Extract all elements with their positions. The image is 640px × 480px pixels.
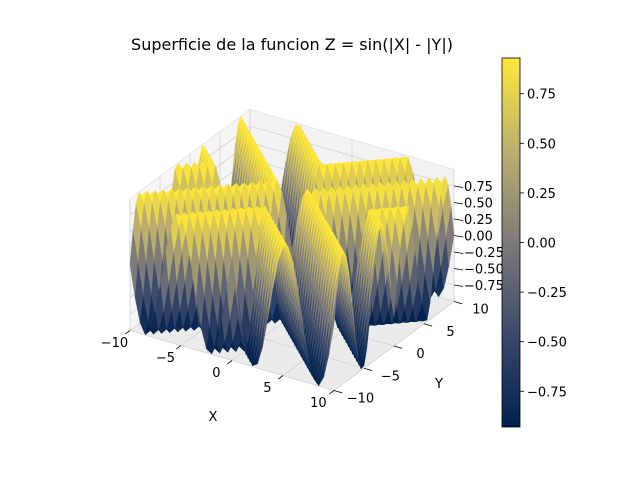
z-tick-mark (453, 235, 464, 238)
colorbar-gradient (501, 57, 521, 428)
colorbar-tick-label: 0.50 (527, 137, 556, 152)
y-tick-mark (393, 345, 403, 349)
y-tick-mark (363, 367, 373, 372)
x-tick-mark (226, 360, 233, 365)
z-tick-label: 0.75 (464, 180, 493, 195)
z-tick-mark (453, 202, 464, 205)
colorbar-tick-label: 0.25 (527, 187, 556, 202)
z-tick-label: −0.25 (464, 246, 504, 261)
surface-plot (129, 115, 455, 387)
z-tick-label: 0.25 (464, 213, 493, 228)
z-tick-mark (453, 185, 464, 188)
colorbar-tick-label: −0.25 (527, 286, 567, 301)
x-tick-mark (277, 375, 284, 380)
x-axis-label: X (209, 410, 218, 425)
colorbar-tick-label: 0.75 (527, 88, 556, 103)
x-axis-ticks: −10 −5 0 5 10 (101, 330, 335, 411)
z-tick-mark (453, 251, 464, 254)
x-tick-label: 0 (212, 366, 220, 381)
colorbar-tick-label: −0.75 (527, 385, 567, 400)
y-tick-label: 5 (446, 325, 454, 340)
x-tick-mark (124, 330, 131, 335)
surface-facet (328, 290, 338, 355)
z-tick-label: −0.50 (464, 263, 504, 278)
x-tick-mark (328, 390, 335, 395)
z-tick-mark (453, 268, 464, 271)
x-tick-label: −10 (101, 336, 128, 351)
colorbar: 0.75 0.50 0.25 0.00 −0.25 −0.50 −0.75 (501, 57, 567, 428)
z-tick-mark (453, 218, 464, 221)
colorbar-ticks: 0.75 0.50 0.25 0.00 −0.25 −0.50 −0.75 (520, 88, 567, 400)
y-tick-mark (453, 301, 463, 305)
y-tick-label: 0 (416, 347, 424, 362)
x-tick-label: 10 (310, 396, 327, 411)
y-tick-label: 10 (472, 303, 489, 318)
axes-3d: −10 −5 0 5 10 −10 −5 0 5 10 0.75 0.500.25 0.00−0.2… (101, 108, 504, 425)
z-tick-label: −0.75 (464, 279, 504, 294)
colorbar-tick-label: 0.00 (527, 237, 556, 252)
y-tick-label: −5 (381, 369, 400, 384)
z-tick-mark (453, 284, 464, 287)
x-tick-label: 5 (263, 381, 271, 396)
y-tick-mark (423, 323, 433, 327)
colorbar-tick-label: −0.50 (527, 336, 567, 351)
x-tick-label: −5 (156, 351, 175, 366)
y-axis-label: Y (434, 377, 443, 392)
z-axis-ticks: 0.75 0.500.25 0.00−0.25 −0.50−0.75 (453, 180, 504, 294)
y-tick-mark (333, 390, 343, 394)
chart-title: Superficie de la funcion Z = sin(|X| - |… (131, 35, 453, 54)
z-tick-label: 0.00 (464, 230, 493, 245)
y-tick-label: −10 (347, 392, 374, 407)
y-axis-ticks: −10 −5 0 5 10 (333, 301, 489, 407)
z-tick-label: 0.50 (464, 197, 493, 212)
x-tick-mark (175, 345, 182, 350)
